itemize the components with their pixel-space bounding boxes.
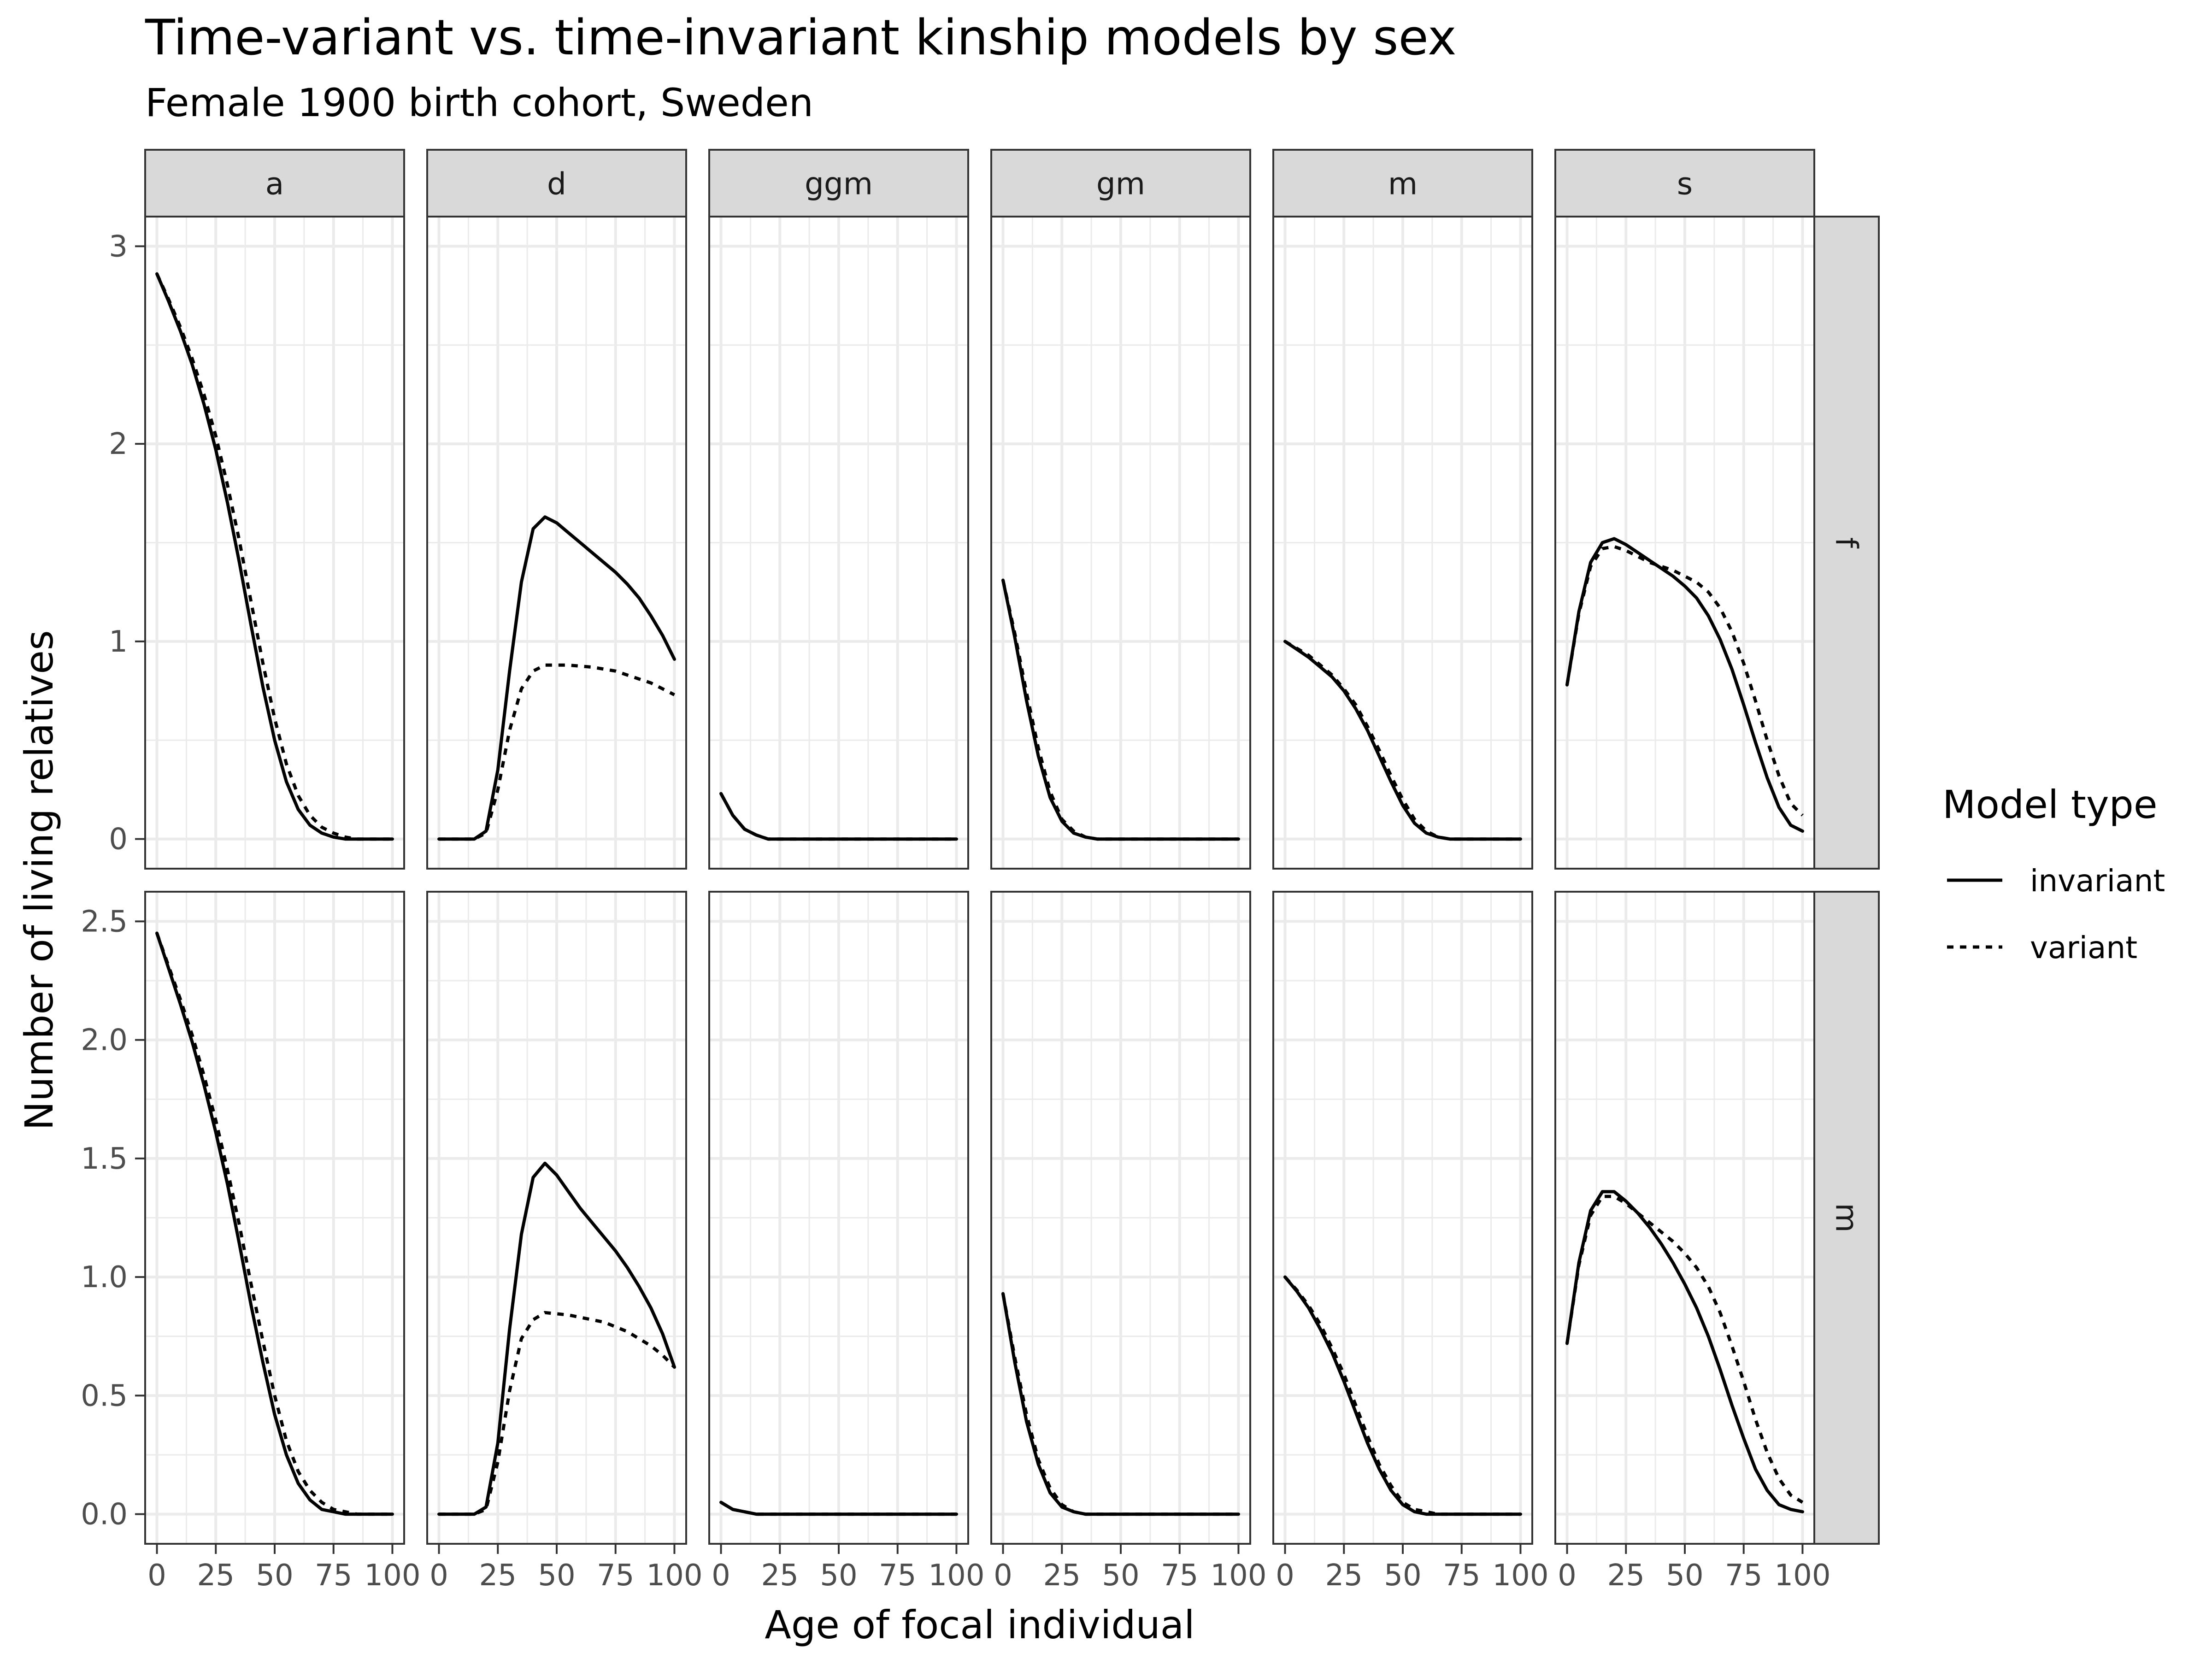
x-tick-label: 100 <box>1210 1559 1266 1593</box>
y-tick-label: 2 <box>109 427 128 461</box>
x-tick-label: 75 <box>1725 1559 1762 1593</box>
x-tick-label: 25 <box>197 1559 235 1593</box>
x-tick-label: 100 <box>1492 1559 1548 1593</box>
panel-m-m <box>1272 891 1533 1545</box>
x-tick-label: 100 <box>1774 1559 1830 1593</box>
y-tick-label: 2.0 <box>81 1024 128 1058</box>
y-tick-label: 1.0 <box>81 1260 128 1294</box>
panel-border <box>426 216 687 870</box>
x-tick-label: 25 <box>761 1559 799 1593</box>
y-tick-label: 0 <box>109 823 128 857</box>
facet-label-d: d <box>547 166 566 202</box>
x-tick-label: 50 <box>1666 1559 1703 1593</box>
y-tick-label: 1.5 <box>81 1142 128 1176</box>
series-line-invariant <box>155 931 394 1516</box>
x-tick-label: 75 <box>597 1559 634 1593</box>
facet-strip-ggm <box>708 149 969 218</box>
x-tick-label: 50 <box>1384 1559 1421 1593</box>
x-tick-label: 100 <box>646 1559 702 1593</box>
x-tick-label: 0 <box>994 1559 1012 1593</box>
x-tick-label: 0 <box>712 1559 730 1593</box>
x-tick-label: 0 <box>1276 1559 1294 1593</box>
x-tick-label: 75 <box>1161 1559 1198 1593</box>
facet-label-a: a <box>265 166 284 202</box>
x-tick-label: 75 <box>315 1559 352 1593</box>
chart-title: Time-variant vs. time-invariant kinship … <box>145 9 1457 66</box>
x-tick-label: 50 <box>1102 1559 1139 1593</box>
legend-label-variant: variant <box>2030 930 2137 965</box>
series-line-invariant <box>437 1161 676 1516</box>
x-tick-label: 75 <box>879 1559 916 1593</box>
panel-m-d <box>426 891 687 1545</box>
row-strip-f <box>1813 216 1880 870</box>
panel-f-d <box>426 216 687 870</box>
panel-m-a <box>144 891 405 1545</box>
x-tick-label: 25 <box>1607 1559 1645 1593</box>
panel-f-gm <box>990 216 1251 870</box>
y-tick-label: 0.0 <box>81 1498 128 1532</box>
series-line-invariant <box>1283 640 1522 841</box>
series-line-invariant <box>719 1500 958 1516</box>
facet-label-ggm: ggm <box>805 166 873 202</box>
x-tick-label: 50 <box>820 1559 857 1593</box>
x-tick-label: 100 <box>364 1559 420 1593</box>
x-tick-label: 50 <box>538 1559 575 1593</box>
series-line-variant <box>1565 545 1804 817</box>
y-tick-label: 0.5 <box>81 1379 128 1413</box>
legend-label-invariant: invariant <box>2030 863 2165 899</box>
y-tick-label: 2.5 <box>81 905 128 939</box>
panel-f-m <box>1272 216 1533 870</box>
x-tick-label: 25 <box>1043 1559 1081 1593</box>
facet-label-s: s <box>1677 166 1693 202</box>
panel-f-ggm <box>708 216 969 870</box>
facet-label-gm: gm <box>1096 166 1145 202</box>
panel-f-s <box>1554 216 1815 870</box>
x-tick-label: 0 <box>147 1559 166 1593</box>
series-line-invariant <box>155 272 394 841</box>
panel-f-a <box>144 216 405 870</box>
panel-border <box>708 216 969 870</box>
panel-m-ggm <box>708 891 969 1545</box>
y-axis-title: Number of living relatives <box>17 630 62 1130</box>
y-tick-label: 1 <box>109 625 128 659</box>
series-line-variant <box>155 273 393 841</box>
legend-title: Model type <box>1942 782 2158 827</box>
x-tick-label: 75 <box>1443 1559 1480 1593</box>
facet-strip-d <box>426 149 687 218</box>
panel-border <box>144 216 405 870</box>
panel-border <box>1272 216 1533 870</box>
panel-m-s <box>1554 891 1815 1545</box>
x-tick-label: 25 <box>1325 1559 1363 1593</box>
panel-border <box>990 216 1251 870</box>
legend: Model type invariant variant <box>1942 782 2165 965</box>
series-line-invariant <box>1565 1190 1804 1513</box>
series-line-invariant <box>437 515 676 841</box>
series-line-variant <box>155 932 393 1516</box>
y-tick-label: 3 <box>109 229 128 264</box>
plot-area: a d ggm gm m s 0 1 2 3 f 0.0 0.5 1.0 1.5 2.0 2.5 m 0 25 50 75… <box>17 149 2165 1647</box>
x-tick-label: 25 <box>479 1559 517 1593</box>
series-line-invariant <box>1565 537 1804 833</box>
panel-m-gm <box>990 891 1251 1545</box>
series-line-invariant <box>1283 1275 1522 1516</box>
row-strip-m <box>1813 891 1880 1545</box>
chart-subtitle: Female 1900 birth cohort, Sweden <box>145 80 813 125</box>
x-tick-label: 100 <box>928 1559 984 1593</box>
series-line-invariant <box>719 792 958 841</box>
row-label-f: f <box>1829 537 1865 549</box>
facet-strip-a <box>144 149 405 218</box>
x-tick-label: 0 <box>1558 1559 1577 1593</box>
series-line-invariant <box>1001 578 1240 841</box>
facet-label-m: m <box>1388 166 1418 202</box>
x-tick-label: 0 <box>429 1559 448 1593</box>
x-tick-label: 50 <box>256 1559 293 1593</box>
series-line-invariant <box>1001 1292 1240 1516</box>
x-axis-title: Age of focal individual <box>765 1602 1194 1647</box>
series-line-variant <box>1565 1194 1804 1504</box>
row-label-m: m <box>1829 1203 1865 1232</box>
